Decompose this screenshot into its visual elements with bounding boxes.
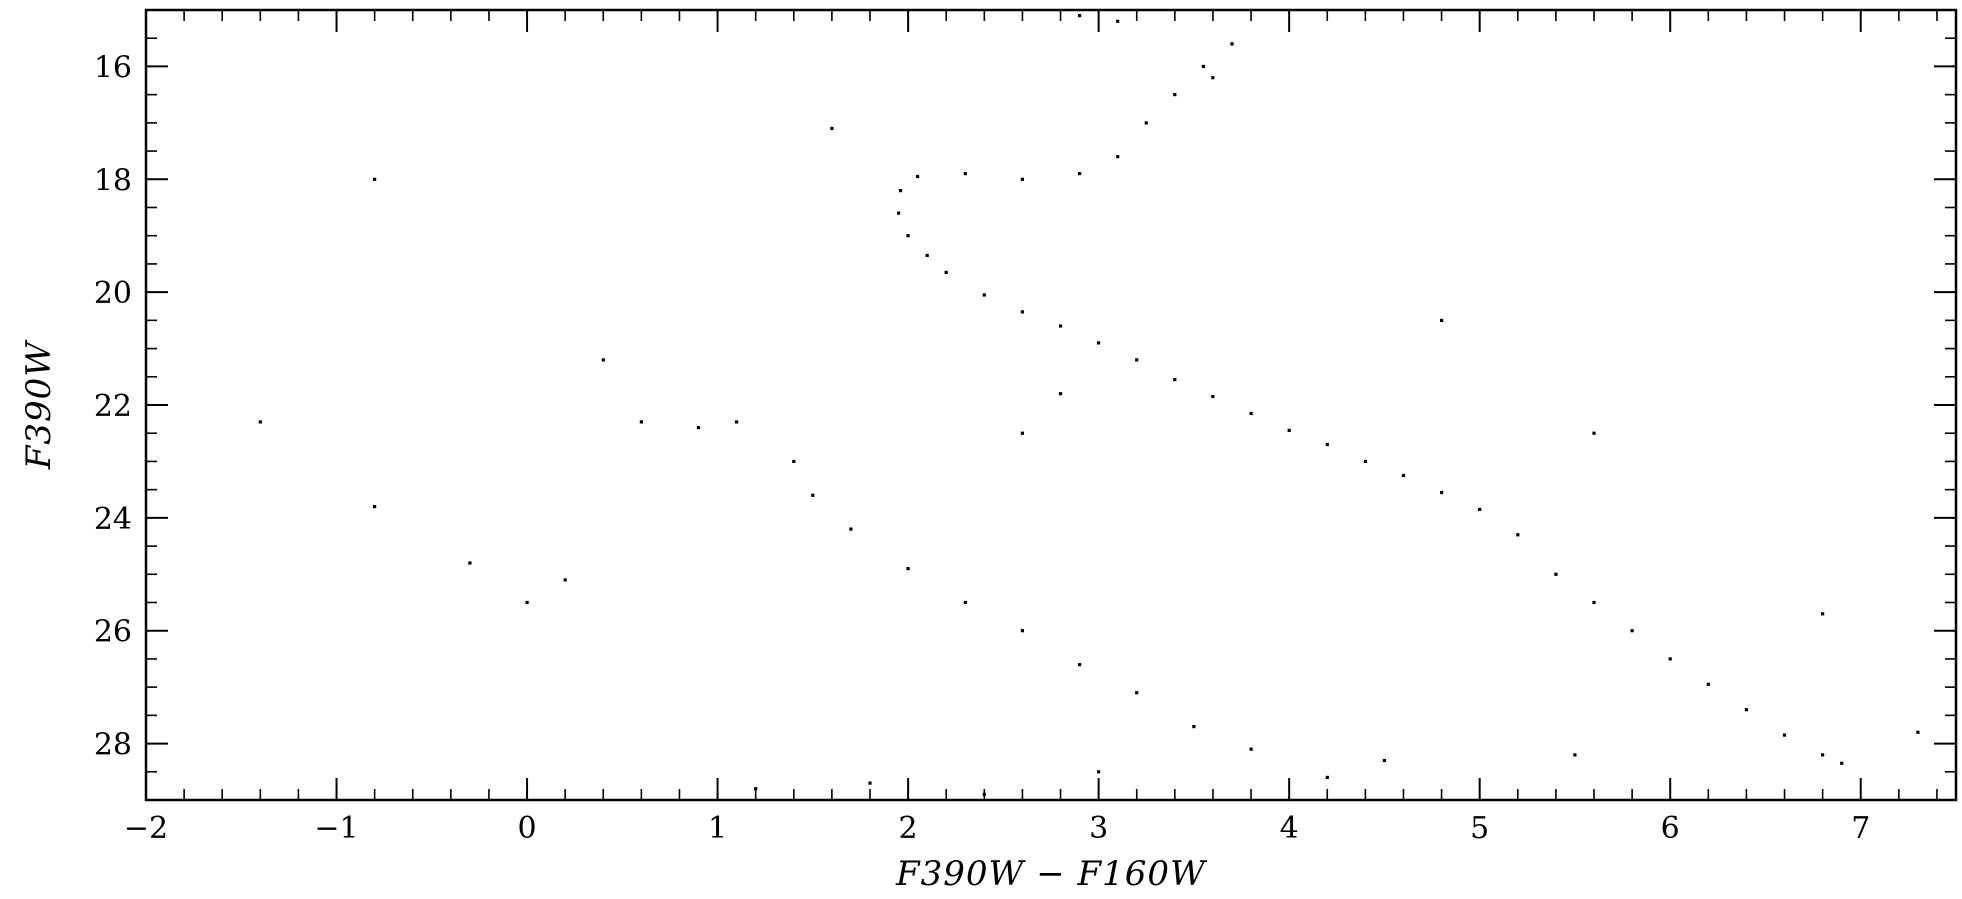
- x-tick-labels: −2 −1 0 1 2 3 4 5 6 7: [124, 811, 1870, 846]
- data-point: [1630, 629, 1634, 633]
- data-point: [639, 420, 643, 424]
- data-point: [1097, 770, 1101, 774]
- data-point: [1478, 507, 1482, 511]
- y-tick-label: 22: [94, 389, 132, 424]
- data-point: [1058, 324, 1063, 328]
- data-point: [1078, 663, 1082, 667]
- data-point: [1201, 64, 1205, 68]
- data-point: [1211, 76, 1215, 80]
- data-point: [897, 211, 901, 215]
- data-point: [849, 527, 853, 531]
- data-point: [1325, 775, 1329, 779]
- x-tick-label: 0: [518, 811, 537, 846]
- data-point: [925, 253, 929, 258]
- data-point: [1173, 93, 1177, 97]
- data-point: [963, 172, 967, 176]
- data-point: [373, 505, 377, 509]
- data-point: [601, 358, 605, 362]
- data-point: [1173, 378, 1177, 382]
- data-point: [1020, 431, 1024, 435]
- data-point: [1382, 758, 1386, 763]
- data-point: [944, 270, 948, 274]
- data-point: [1192, 725, 1196, 729]
- x-tick-label: 5: [1470, 811, 1489, 846]
- x-tick-label: 4: [1280, 811, 1299, 846]
- data-point: [1249, 411, 1253, 416]
- data-point: [1116, 19, 1120, 23]
- data-point: [1135, 691, 1139, 695]
- x-axis-label: F390W − F160W: [895, 854, 1208, 894]
- x-tick-label: −2: [124, 811, 168, 846]
- data-point: [1401, 473, 1406, 478]
- data-point: [1668, 657, 1672, 661]
- x-tick-label: 7: [1851, 811, 1870, 846]
- data-point: [1592, 600, 1596, 605]
- y-tick-label: 24: [94, 502, 132, 537]
- data-point: [868, 781, 872, 785]
- y-axis-label: F390W: [19, 339, 59, 470]
- data-point: [792, 459, 796, 463]
- scatter-points: [258, 14, 1920, 796]
- data-point: [898, 189, 903, 193]
- y-tick-label: 18: [94, 163, 132, 198]
- data-point: [906, 234, 910, 238]
- plot-frame: [144, 8, 1958, 802]
- data-point: [1821, 753, 1825, 757]
- x-tick-label: −1: [314, 811, 358, 846]
- data-point: [982, 293, 986, 297]
- data-point: [1592, 431, 1596, 435]
- y-tick-label: 16: [94, 50, 132, 85]
- data-point: [563, 578, 567, 582]
- data-point: [1821, 612, 1825, 616]
- data-point: [811, 493, 815, 497]
- y-tick-label: 20: [94, 276, 132, 311]
- data-point: [1554, 572, 1558, 576]
- data-point: [1744, 708, 1748, 712]
- data-point: [906, 567, 910, 571]
- data-point: [1916, 730, 1920, 734]
- data-point: [963, 600, 967, 605]
- data-point: [1840, 761, 1844, 765]
- data-point: [754, 787, 758, 791]
- data-point: [1135, 358, 1139, 362]
- data-point: [696, 426, 701, 430]
- data-point: [1078, 172, 1082, 176]
- x-tick-label: 6: [1661, 811, 1680, 846]
- data-point: [1020, 310, 1024, 314]
- y-tick-labels: 16 18 20 22 24 26 28: [94, 50, 132, 762]
- data-point: [1516, 533, 1520, 537]
- data-point: [1078, 14, 1082, 18]
- x-tick-label: 3: [1089, 811, 1108, 846]
- data-point: [1287, 428, 1291, 432]
- y-tick-label: 26: [94, 615, 132, 650]
- data-point: [916, 174, 920, 179]
- data-point: [1020, 629, 1024, 633]
- data-point: [1440, 490, 1444, 495]
- data-point: [1440, 318, 1444, 322]
- data-point: [258, 420, 262, 424]
- data-point: [1211, 394, 1215, 399]
- data-point: [1363, 459, 1367, 463]
- data-point: [1116, 155, 1120, 159]
- axis-ticks: [145, 9, 1956, 801]
- data-point: [1573, 753, 1577, 757]
- data-point: [1706, 682, 1710, 686]
- data-point: [735, 420, 739, 424]
- y-tick-label: 28: [94, 728, 132, 763]
- data-point: [1144, 121, 1148, 125]
- data-point: [1782, 733, 1787, 737]
- x-tick-label: 2: [899, 811, 918, 846]
- data-point: [1020, 177, 1024, 181]
- data-point: [373, 177, 377, 181]
- data-point: [1058, 392, 1063, 396]
- data-point: [525, 600, 529, 605]
- x-tick-label: 1: [708, 811, 727, 846]
- data-point: [830, 126, 834, 131]
- data-point: [1249, 747, 1253, 751]
- data-point: [1097, 341, 1101, 345]
- data-point: [468, 561, 472, 565]
- data-point: [1325, 442, 1329, 447]
- data-point: [1230, 42, 1234, 46]
